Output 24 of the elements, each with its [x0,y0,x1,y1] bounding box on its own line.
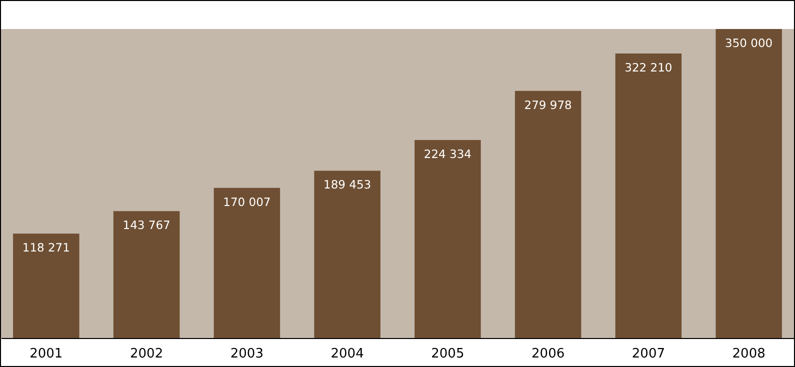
x-tick-label: 2008 [732,346,766,362]
data-label: 224 334 [424,146,472,161]
bar [314,170,380,338]
data-label: 189 453 [324,178,372,192]
data-label: 322 210 [624,60,672,75]
x-tick-label: 2006 [532,346,565,362]
data-label: 143 767 [122,218,170,232]
data-label: 279 978 [524,98,572,112]
data-label: 350 000 [725,36,773,50]
bar [615,54,682,338]
bar [13,234,80,338]
bar [214,188,280,338]
x-tick-label: 2007 [632,346,665,362]
x-tick-label: 2005 [431,346,464,362]
bar [113,211,180,338]
bar [414,140,481,338]
x-tick-label: 2003 [230,346,264,362]
x-tick-label: 2001 [30,346,63,362]
x-tick-label: 2002 [130,346,164,362]
bar [514,90,582,338]
bar [716,29,782,338]
data-label: 170 007 [223,194,271,209]
data-label: 118 271 [22,240,70,255]
x-tick-label: 2004 [330,346,364,362]
